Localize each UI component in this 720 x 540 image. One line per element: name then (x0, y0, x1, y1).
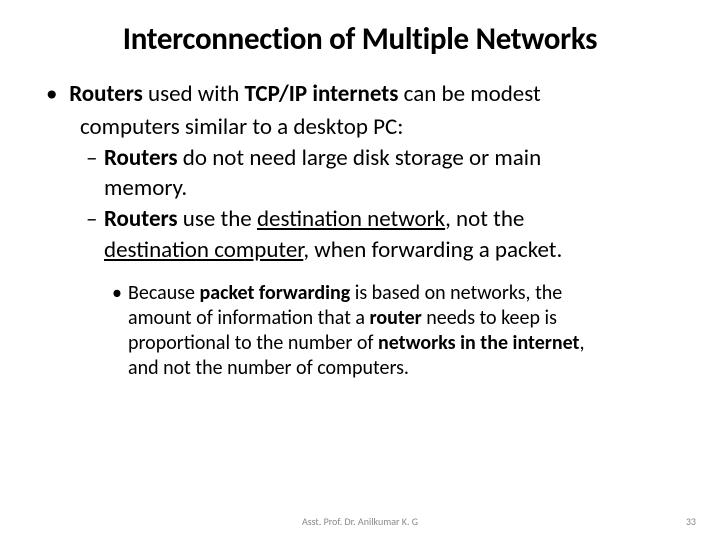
subbullet-1: Routers do not need large disk storage o… (48, 144, 680, 173)
text: can be modest (398, 80, 540, 108)
text: , when forwarding a packet. (303, 236, 562, 264)
slide-title: Interconnection of Multiple Networks (40, 20, 680, 58)
text: memory. (104, 174, 187, 202)
text: do not need large disk storage or main (178, 144, 542, 172)
text-underline: destination computer (104, 236, 303, 264)
slide: Interconnection of Multiple Networks Rou… (0, 0, 720, 540)
text: is based on networks, the (350, 281, 562, 305)
subsubbullet-1: Because packet forwarding is based on ne… (48, 281, 680, 381)
subbullet-2: Routers use the destination network, not… (48, 205, 680, 234)
text: Because (128, 281, 200, 305)
text-bold: router (370, 306, 422, 330)
text-bold: Routers (104, 144, 178, 172)
text-bold: TCP/IP internets (245, 80, 399, 108)
bullet-1-cont: computers similar to a desktop PC: (48, 113, 680, 142)
text: and not the number of computers. (128, 356, 409, 380)
text: used with (143, 80, 245, 108)
text: , (579, 331, 584, 355)
slide-content: Routers used with TCP/IP internets can b… (40, 80, 680, 381)
subbullet-1-cont: – memory. (48, 174, 680, 203)
text: , not the (445, 205, 524, 233)
text-underline: destination network (257, 205, 445, 233)
text: amount of information that a (128, 306, 370, 330)
footer-author: Asst. Prof. Dr. Anilkumar K. G (0, 515, 720, 528)
bullet-1: Routers used with TCP/IP internets can b… (48, 80, 680, 109)
text: proportional to the number of (128, 331, 378, 355)
subbullet-2-cont: – destination computer, when forwarding … (48, 236, 680, 265)
text: use the (178, 205, 257, 233)
page-number: 33 (686, 515, 696, 528)
text-bold: packet forwarding (200, 281, 351, 305)
text: needs to keep is (422, 306, 557, 330)
text-bold: Routers (104, 205, 178, 233)
text-bold: networks in the internet (378, 331, 579, 355)
text-bold: Routers (69, 80, 143, 108)
